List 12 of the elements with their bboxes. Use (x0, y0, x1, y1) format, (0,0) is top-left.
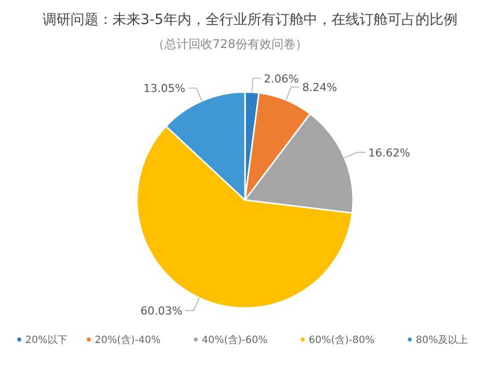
data-label: 8.24% (302, 81, 338, 94)
data-label: 16.62% (368, 146, 410, 160)
data-label: 13.05% (143, 82, 186, 96)
data-label: 2.06% (264, 72, 299, 86)
legend-label: 40%(含)-60% (202, 334, 268, 346)
chart-subtitle: （总计回收728份有效问卷） (152, 37, 308, 51)
legend-label: 60%(含)-80% (308, 334, 375, 346)
legend-label: 20%以下 (25, 334, 68, 346)
legend-label: 20%(含)-40% (94, 334, 161, 346)
legend-label: 80%及以上 (416, 334, 468, 346)
chart-title: 调研问题：未来3-5年内，全行业所有订舱中，在线订舱可占的比例 (42, 12, 458, 28)
data-label: 60.03% (140, 304, 183, 318)
